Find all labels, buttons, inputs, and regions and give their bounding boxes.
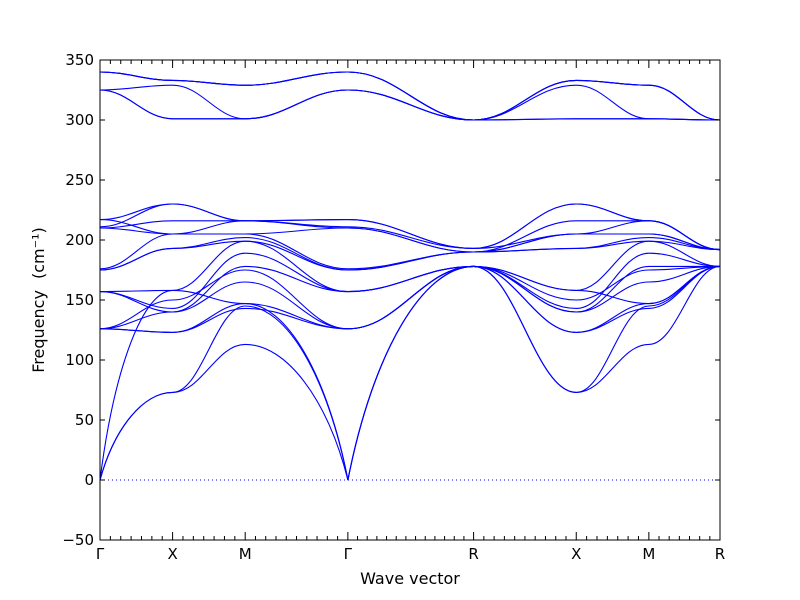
x-tick-label: M [239,545,252,563]
band-lines [99,71,721,481]
band-line-15 [99,220,721,253]
y-axis-ticks: −50 0 50 100 150 200 250 300 350 [62,51,720,549]
x-tick-label: R [715,545,725,563]
y-tick-label: 0 [84,471,94,489]
x-tick-label: R [468,545,478,563]
band-line-12 [99,237,721,271]
x-tick-label: Γ [344,545,353,563]
y-axis-label: Frequency (cm⁻¹) [29,227,48,372]
y-tick-label: 300 [65,111,94,129]
band-line-21 [99,84,721,121]
x-tick-label: X [167,545,177,563]
x-tick-label: M [642,545,655,563]
y-tick-label: −50 [62,531,94,549]
y-tick-label: 350 [65,51,94,69]
band-line-18 [99,219,721,251]
band-line-10 [99,240,721,293]
x-tick-label: Γ [96,545,105,563]
y-tick-label: 200 [65,231,94,249]
y-tick-label: 150 [65,291,94,309]
x-axis-label: Wave vector [360,569,460,588]
y-axis-label-unit: (cm⁻¹) [29,227,48,279]
y-tick-label: 250 [65,171,94,189]
band-line-24 [99,71,721,121]
x-tick-label: X [571,545,581,563]
y-tick-label: 50 [75,411,94,429]
y-axis-label-text: Frequency [29,290,48,373]
y-tick-label: 100 [65,351,94,369]
